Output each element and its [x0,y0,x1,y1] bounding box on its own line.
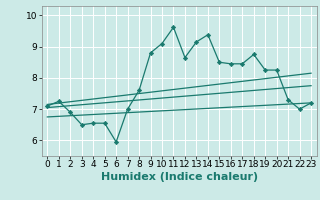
X-axis label: Humidex (Indice chaleur): Humidex (Indice chaleur) [100,172,258,182]
